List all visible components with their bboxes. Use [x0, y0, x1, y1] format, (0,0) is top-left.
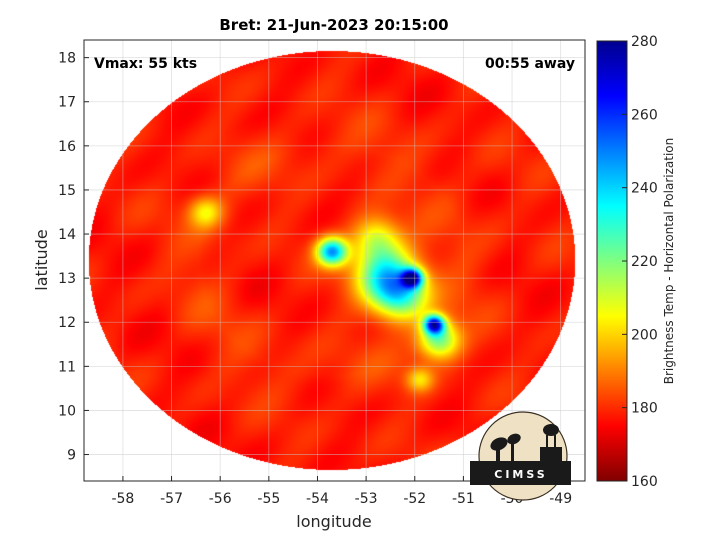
y-tick-label: 10 [58, 403, 76, 419]
heatmap-layer [84, 40, 585, 481]
x-tick-label: -55 [257, 491, 280, 507]
x-tick-label: -56 [209, 491, 232, 507]
cimss-logo: CIMSS [470, 411, 571, 501]
y-tick-label: 14 [58, 227, 76, 243]
y-axis-ticks: 9 10 11 12 13 14 15 16 17 18 [58, 51, 89, 464]
x-tick-label: -53 [355, 491, 378, 507]
time-away-annotation: 00:55 away [485, 56, 575, 72]
brightness-temp-swath [84, 40, 585, 481]
x-axis-label: longitude [296, 512, 371, 531]
satellite-dish-icon [490, 433, 521, 462]
y-tick-label: 16 [58, 139, 76, 155]
water-tower-icon [540, 424, 562, 462]
y-tick-label: 9 [67, 448, 76, 464]
grid-x [122, 40, 562, 481]
logo-ground [470, 461, 571, 485]
x-tick-label: -58 [111, 491, 134, 507]
colorbar-tick-label: 160 [631, 474, 658, 490]
colorbar-tick-label: 260 [631, 107, 658, 123]
plot-frame [83, 39, 586, 482]
colorbar-tick-label: 180 [631, 401, 658, 417]
x-tick-label: -51 [452, 491, 475, 507]
y-tick-label: 17 [58, 95, 76, 111]
colorbar-tick-label: 200 [631, 327, 658, 343]
y-tick-label: 12 [58, 315, 76, 331]
colorbar-tick-label: 280 [631, 34, 658, 50]
y-tick-label: 11 [58, 359, 76, 375]
grid-y [84, 57, 585, 455]
colorbar-tick-label: 240 [631, 181, 658, 197]
colorbar-label: Brightness Temp - Horizontal Polarizatio… [662, 138, 676, 385]
y-tick-label: 15 [58, 183, 76, 199]
x-tick-label: -52 [403, 491, 426, 507]
x-tick-label: -49 [549, 491, 572, 507]
y-tick-label: 18 [58, 51, 76, 67]
logo-text: CIMSS [494, 468, 547, 481]
y-axis-label: latitude [32, 229, 51, 290]
vmax-annotation: Vmax: 55 kts [94, 56, 197, 72]
colorbar-ticks: 160 180 200 220 240 260 280 [622, 34, 658, 490]
colorbar-tick-label: 220 [631, 254, 658, 270]
x-tick-label: -54 [306, 491, 329, 507]
y-tick-label: 13 [58, 271, 76, 287]
chart-title: Bret: 21-Jun-2023 20:15:00 [219, 16, 448, 34]
x-tick-label: -57 [160, 491, 183, 507]
